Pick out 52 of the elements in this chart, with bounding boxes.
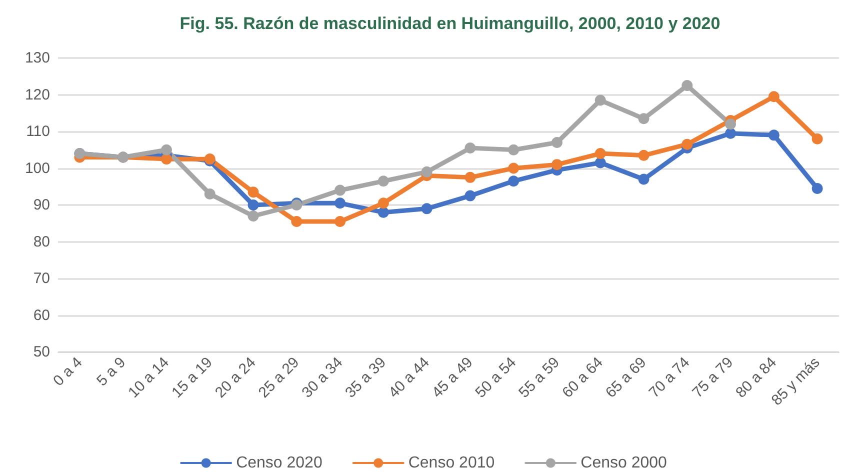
y-tick-label: 90 [33, 196, 50, 214]
point [768, 130, 780, 141]
point [551, 137, 562, 148]
y-tick-label: 60 [33, 306, 50, 324]
point [768, 91, 780, 102]
point [464, 190, 476, 202]
y-tick-label: 130 [24, 50, 50, 66]
point [508, 176, 520, 187]
legend-label: Censo 2000 [580, 454, 668, 472]
point [291, 216, 302, 228]
y-tick-label: 80 [33, 233, 50, 250]
point [638, 150, 650, 161]
point [464, 172, 476, 183]
point [378, 198, 389, 209]
point [160, 154, 172, 165]
point [334, 184, 346, 196]
y-tick-label: 100 [24, 160, 50, 177]
point [508, 144, 520, 156]
point [508, 162, 520, 174]
y-tick-label: 120 [24, 86, 50, 104]
point [421, 166, 432, 178]
point [378, 206, 389, 218]
point [248, 200, 259, 210]
y-tick-label: 70 [33, 270, 50, 287]
legend-label: Censo 2020 [236, 454, 322, 472]
point [248, 210, 259, 222]
point [160, 144, 172, 156]
point [594, 157, 606, 168]
point [204, 188, 216, 200]
point [812, 133, 823, 144]
y-tick-label: 50 [33, 344, 50, 360]
x-tick-label: 0 a 4 [50, 354, 86, 390]
point [248, 186, 259, 198]
point [682, 138, 693, 150]
chart-title: Fig. 55. Razón de masculinidad en Huimanguillo, 2000, 2010 y 2020 [180, 14, 720, 33]
point [594, 94, 606, 106]
point [812, 182, 823, 194]
point [594, 148, 606, 160]
point [551, 159, 562, 170]
y-tick-label: 110 [26, 123, 50, 140]
point [334, 198, 346, 209]
point [638, 174, 650, 185]
point [725, 128, 736, 139]
point [421, 203, 432, 214]
point [378, 176, 389, 187]
point [638, 113, 650, 124]
point [334, 216, 346, 228]
point [682, 80, 693, 92]
x-tick-label: 75 a 79 [689, 354, 737, 402]
point [464, 142, 476, 154]
legend-label: Censo 2010 [408, 454, 495, 472]
point [725, 118, 736, 130]
